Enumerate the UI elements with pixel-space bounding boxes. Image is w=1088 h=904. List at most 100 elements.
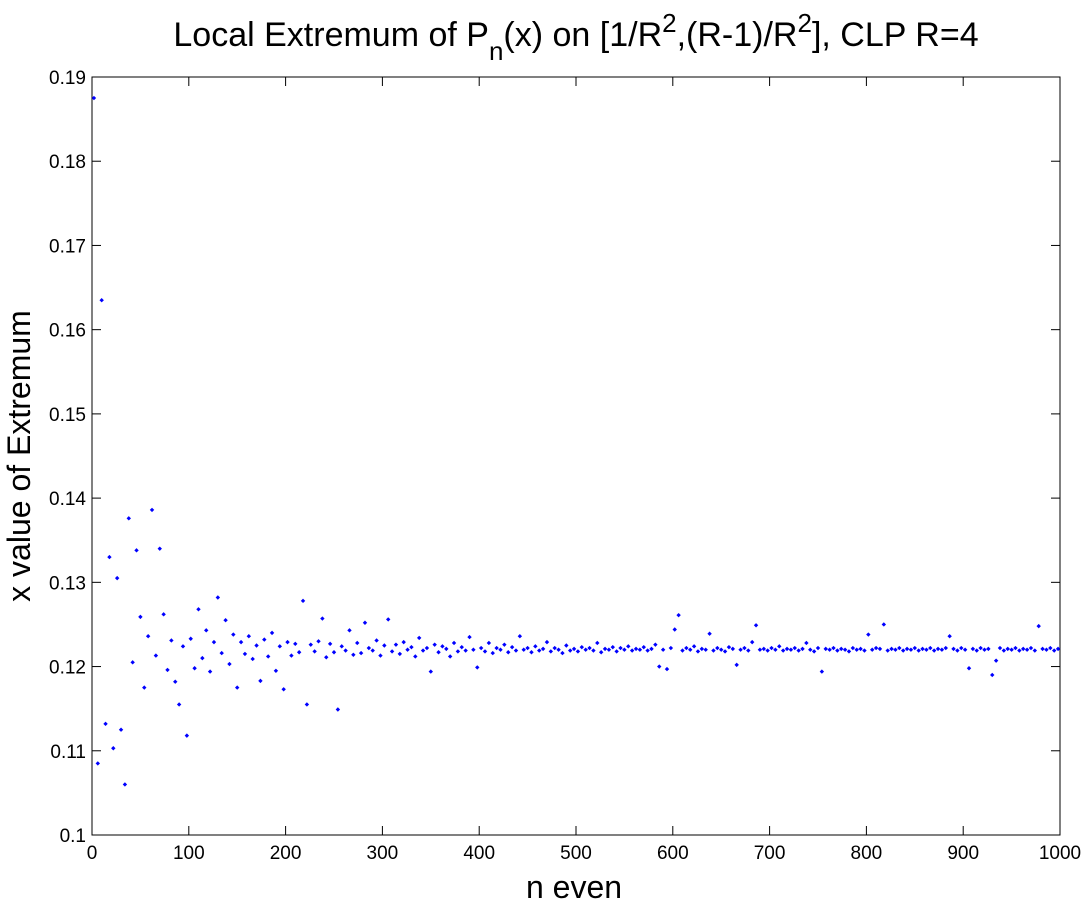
x-tick-label: 700 xyxy=(754,843,786,864)
data-point xyxy=(300,598,306,604)
data-point xyxy=(614,649,619,654)
data-point xyxy=(742,645,747,651)
data-point xyxy=(653,642,658,647)
data-point xyxy=(1044,647,1049,652)
data-point xyxy=(335,707,341,712)
data-point xyxy=(107,554,112,560)
data-point xyxy=(842,647,848,652)
data-point xyxy=(521,647,526,652)
data-point xyxy=(238,639,244,645)
data-point xyxy=(1021,646,1026,652)
data-point xyxy=(188,636,193,641)
data-point xyxy=(293,641,298,647)
data-point xyxy=(413,654,418,659)
data-point xyxy=(990,672,995,678)
x-tick-label: 1000 xyxy=(1039,843,1081,864)
data-point xyxy=(951,646,956,652)
data-point xyxy=(881,622,887,627)
title-part: ,(R-1)/R xyxy=(677,16,798,54)
data-point xyxy=(180,644,186,649)
data-point xyxy=(95,761,101,766)
data-point xyxy=(486,640,492,646)
data-point xyxy=(931,648,937,653)
data-point xyxy=(362,620,368,625)
data-point xyxy=(943,645,948,651)
data-point xyxy=(962,647,968,652)
title-sup: 2 xyxy=(798,8,812,38)
data-point xyxy=(939,647,945,652)
data-point xyxy=(912,645,917,651)
data-point xyxy=(386,617,391,622)
x-tick-label: 500 xyxy=(560,843,592,864)
data-point xyxy=(688,647,693,652)
data-point xyxy=(784,646,790,652)
data-point xyxy=(858,646,863,652)
data-point xyxy=(285,639,290,645)
y-tick-label: 0.16 xyxy=(49,321,86,342)
data-point xyxy=(955,648,960,653)
data-point xyxy=(490,650,495,656)
data-point xyxy=(827,647,832,652)
data-point xyxy=(273,668,279,673)
data-point xyxy=(463,648,468,653)
data-point xyxy=(773,647,778,652)
x-tick-label: 0 xyxy=(87,843,98,864)
data-point xyxy=(900,648,906,653)
data-point xyxy=(339,644,344,649)
data-point xyxy=(544,639,550,645)
data-point xyxy=(366,645,372,651)
data-point xyxy=(91,95,97,101)
data-point xyxy=(355,640,360,646)
data-point xyxy=(482,649,488,654)
data-point xyxy=(567,648,573,653)
data-point xyxy=(440,644,445,649)
data-point xyxy=(455,649,461,654)
y-tick-label: 0.11 xyxy=(50,742,86,763)
data-point xyxy=(618,645,623,651)
data-point xyxy=(633,646,639,652)
data-point xyxy=(761,646,766,652)
x-tick-label: 600 xyxy=(657,843,689,864)
data-point xyxy=(231,632,236,637)
data-point xyxy=(668,645,674,651)
data-point xyxy=(173,679,178,684)
data-point xyxy=(579,644,585,650)
data-point xyxy=(947,634,952,639)
points xyxy=(91,95,1061,787)
y-tick-label: 0.12 xyxy=(49,658,86,679)
data-point xyxy=(788,647,794,652)
data-point xyxy=(641,644,646,650)
y-tick-label: 0.13 xyxy=(49,573,86,594)
data-point xyxy=(575,649,581,654)
data-point xyxy=(757,647,763,652)
title-part: (x) on [1/R xyxy=(503,16,662,54)
data-point xyxy=(227,661,232,667)
data-point xyxy=(149,507,155,513)
data-point xyxy=(982,647,987,652)
data-point xyxy=(831,645,836,651)
data-point xyxy=(316,639,321,644)
x-tick-label: 900 xyxy=(947,843,979,864)
data-point xyxy=(114,575,120,581)
data-point xyxy=(749,639,755,645)
data-point xyxy=(389,649,395,654)
data-point xyxy=(711,648,716,653)
data-point xyxy=(715,645,720,651)
data-point xyxy=(719,647,724,652)
x-tick-label: 300 xyxy=(367,843,399,864)
data-point xyxy=(703,647,708,652)
data-point xyxy=(722,649,728,654)
data-point xyxy=(447,654,453,659)
data-point xyxy=(432,642,437,647)
data-point xyxy=(970,646,976,652)
data-point xyxy=(250,656,255,662)
data-point xyxy=(254,643,259,648)
data-point xyxy=(997,645,1003,651)
data-point xyxy=(471,647,476,652)
data-point xyxy=(916,648,921,653)
data-point xyxy=(258,678,263,684)
data-point xyxy=(707,631,712,636)
data-point xyxy=(111,746,116,751)
data-point xyxy=(130,660,135,665)
